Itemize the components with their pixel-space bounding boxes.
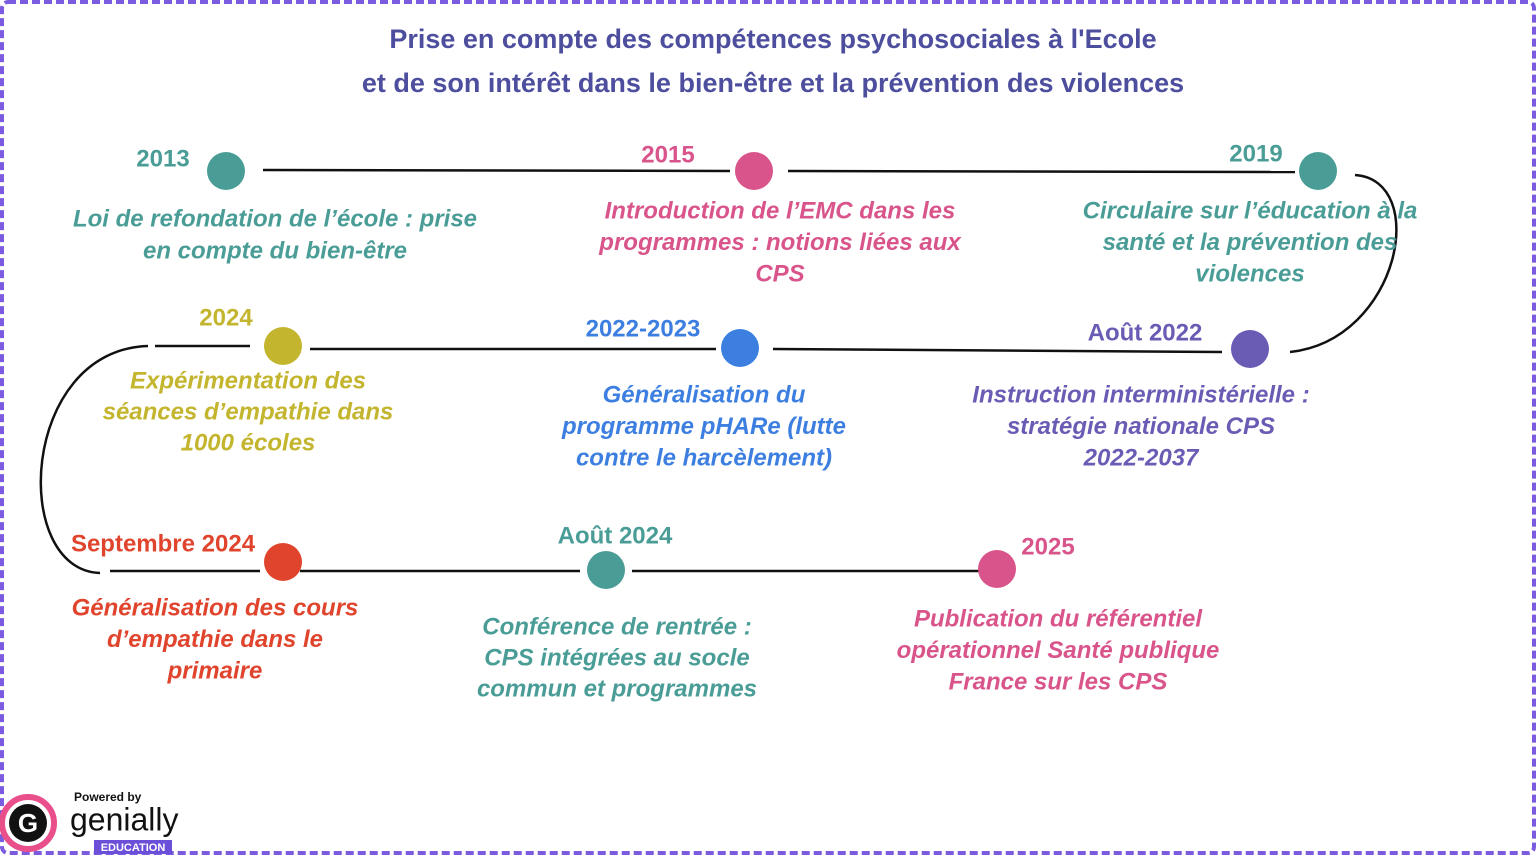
title-line: Prise en compte des compétences psychoso… <box>389 24 1156 54</box>
event-text: Instruction interministérielle : <box>972 381 1309 408</box>
event-text: séances d’empathie dans <box>103 398 394 425</box>
event-date: 2024 <box>199 304 253 331</box>
event-text: Circulaire sur l’éducation à la <box>1083 197 1418 224</box>
event-date: 2022-2023 <box>586 315 701 342</box>
event-date: 2019 <box>1229 140 1282 167</box>
event-date: 2013 <box>136 145 189 172</box>
event-text: 1000 écoles <box>181 429 316 456</box>
logo-edition: EDUCATION <box>101 842 166 854</box>
event-text: violences <box>1195 260 1304 287</box>
title-line: et de son intérêt dans le bien-être et l… <box>362 68 1184 98</box>
event-dot <box>978 550 1016 588</box>
event-date: 2015 <box>641 141 694 168</box>
event-text: d’empathie dans le <box>107 626 323 653</box>
event-dot <box>264 543 302 581</box>
event-text: commun et programmes <box>477 675 757 702</box>
event-text: Introduction de l’EMC dans les <box>605 197 956 224</box>
logo: G Powered by genially EDUCATION <box>0 790 179 854</box>
event-date: 2025 <box>1021 533 1074 560</box>
logo-name: genially <box>70 801 179 837</box>
event-text: en compte du bien-être <box>143 237 407 264</box>
event-dot <box>721 329 759 367</box>
event-text: contre le harcèlement) <box>576 444 832 471</box>
event-text: Expérimentation des <box>130 367 366 394</box>
event-text: stratégie nationale CPS <box>1007 413 1275 440</box>
event-text: Publication du référentiel <box>914 605 1203 632</box>
path <box>39 168 1398 575</box>
event-text: programmes : notions liées aux <box>598 229 962 256</box>
logo-powered: Powered by <box>74 790 142 804</box>
event-dot <box>207 152 245 190</box>
event-text: France sur les CPS <box>949 668 1168 695</box>
event-text: programme pHARe (lutte <box>561 413 846 440</box>
event-date: Août 2022 <box>1088 319 1203 346</box>
event-dot <box>1299 152 1337 190</box>
event-text: Conférence de rentrée : <box>482 613 751 640</box>
event-text: Généralisation des cours <box>72 594 359 621</box>
event-date: Août 2024 <box>558 522 673 549</box>
event-text: Généralisation du <box>603 381 806 408</box>
event-text: 2022-2037 <box>1083 444 1200 471</box>
event-text: santé et la prévention des <box>1103 229 1398 256</box>
event-text: primaire <box>167 657 263 684</box>
event-text: CPS intégrées au socle <box>484 644 749 671</box>
event-date: Septembre 2024 <box>71 530 256 557</box>
event-dot <box>264 327 302 365</box>
event-text: CPS <box>755 260 804 287</box>
event-dot <box>735 152 773 190</box>
event-text: Loi de refondation de l’école : prise <box>73 205 477 232</box>
svg-text:G: G <box>18 808 38 838</box>
event-text: opérationnel Santé publique <box>897 637 1220 664</box>
event-dot <box>587 551 625 589</box>
event-dot <box>1231 330 1269 368</box>
